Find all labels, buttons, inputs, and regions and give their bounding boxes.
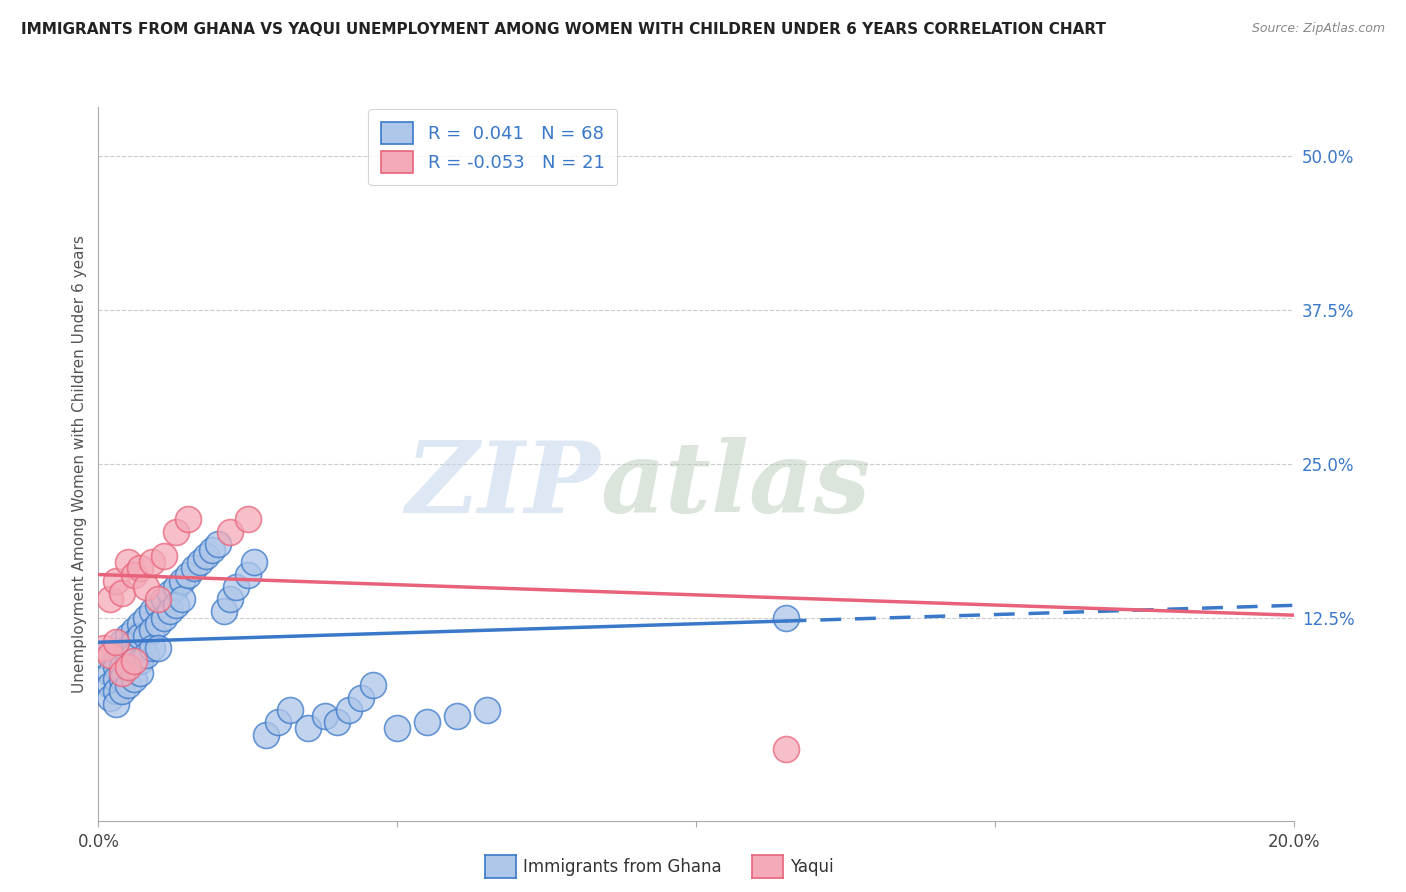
Legend: R =  0.041   N = 68, R = -0.053   N = 21: R = 0.041 N = 68, R = -0.053 N = 21: [368, 109, 617, 186]
Text: IMMIGRANTS FROM GHANA VS YAQUI UNEMPLOYMENT AMONG WOMEN WITH CHILDREN UNDER 6 YE: IMMIGRANTS FROM GHANA VS YAQUI UNEMPLOYM…: [21, 22, 1107, 37]
Point: [153, 549, 176, 563]
Point: [129, 616, 152, 631]
Point: [475, 703, 498, 717]
Point: [111, 660, 134, 674]
Point: [416, 715, 439, 730]
Point: [124, 654, 146, 668]
Point: [225, 580, 247, 594]
Point: [135, 648, 157, 662]
Point: [148, 592, 170, 607]
Point: [172, 592, 194, 607]
Point: [111, 672, 134, 686]
Point: [111, 635, 134, 649]
Point: [267, 715, 290, 730]
Point: [297, 722, 319, 736]
Point: [135, 610, 157, 624]
Point: [124, 623, 146, 637]
Point: [153, 592, 176, 607]
Point: [159, 605, 181, 619]
Point: [105, 660, 128, 674]
Point: [135, 580, 157, 594]
Text: Yaqui: Yaqui: [790, 858, 834, 876]
Point: [129, 629, 152, 643]
Point: [105, 574, 128, 588]
Text: ZIP: ZIP: [405, 437, 600, 533]
Point: [165, 524, 187, 539]
Point: [219, 592, 242, 607]
Point: [159, 586, 181, 600]
Point: [100, 592, 122, 607]
Point: [111, 648, 134, 662]
Point: [129, 654, 152, 668]
Point: [165, 599, 187, 613]
Text: atlas: atlas: [600, 437, 870, 533]
Point: [141, 641, 163, 656]
Point: [129, 665, 152, 680]
Point: [183, 561, 205, 575]
Point: [124, 648, 146, 662]
Point: [350, 690, 373, 705]
Text: Immigrants from Ghana: Immigrants from Ghana: [523, 858, 721, 876]
Point: [315, 709, 337, 723]
Point: [775, 742, 797, 756]
Point: [105, 672, 128, 686]
Point: [111, 684, 134, 698]
Point: [105, 697, 128, 711]
Point: [105, 654, 128, 668]
Point: [172, 574, 194, 588]
Point: [117, 654, 139, 668]
Point: [124, 672, 146, 686]
Point: [117, 629, 139, 643]
Point: [117, 555, 139, 569]
Point: [141, 623, 163, 637]
Point: [129, 561, 152, 575]
Point: [254, 727, 277, 741]
Point: [141, 605, 163, 619]
Point: [135, 629, 157, 643]
Point: [339, 703, 360, 717]
Point: [775, 610, 797, 624]
Point: [148, 641, 170, 656]
Point: [165, 580, 187, 594]
Point: [148, 616, 170, 631]
Point: [117, 660, 139, 674]
Point: [195, 549, 218, 563]
Point: [93, 641, 115, 656]
Point: [326, 715, 349, 730]
Y-axis label: Unemployment Among Women with Children Under 6 years: Unemployment Among Women with Children U…: [72, 235, 87, 693]
Point: [278, 703, 301, 717]
Point: [100, 648, 122, 662]
Point: [148, 599, 170, 613]
Point: [100, 678, 122, 692]
Point: [236, 512, 259, 526]
Point: [207, 537, 229, 551]
Point: [141, 555, 163, 569]
Point: [105, 684, 128, 698]
Point: [188, 555, 211, 569]
Point: [177, 512, 200, 526]
Point: [124, 635, 146, 649]
Point: [219, 524, 242, 539]
Point: [385, 722, 409, 736]
Point: [117, 641, 139, 656]
Point: [105, 635, 128, 649]
Point: [363, 678, 385, 692]
Point: [236, 567, 259, 582]
Point: [93, 648, 115, 662]
Point: [177, 567, 200, 582]
Point: [243, 555, 266, 569]
Point: [111, 586, 134, 600]
Text: Source: ZipAtlas.com: Source: ZipAtlas.com: [1251, 22, 1385, 36]
Point: [212, 605, 235, 619]
Point: [117, 678, 139, 692]
Point: [100, 665, 122, 680]
Point: [446, 709, 468, 723]
Point: [153, 610, 176, 624]
Point: [100, 690, 122, 705]
Point: [111, 665, 134, 680]
Point: [201, 543, 224, 558]
Point: [124, 567, 146, 582]
